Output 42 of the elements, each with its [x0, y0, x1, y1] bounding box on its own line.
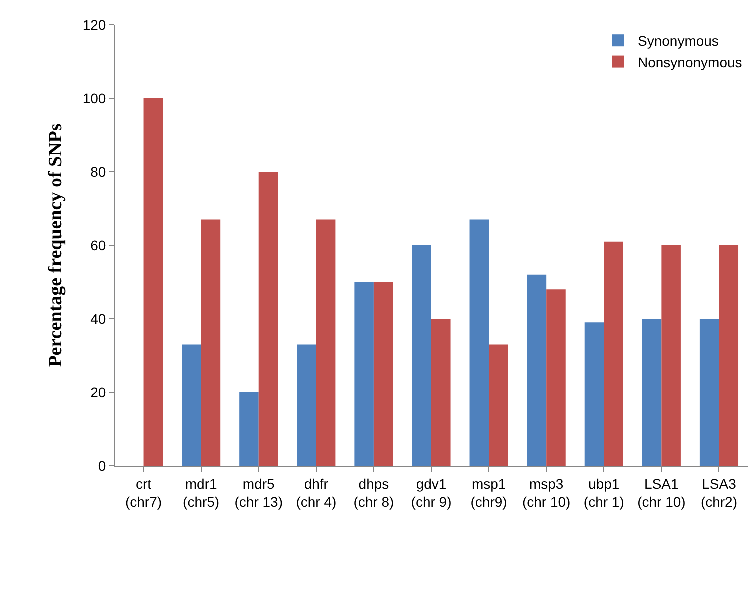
- bar: [354, 282, 374, 466]
- bar: [297, 344, 316, 466]
- bar: [240, 392, 259, 466]
- bar: [374, 282, 394, 466]
- y-tick-label: 80: [90, 164, 106, 180]
- legend-label: Synonymous: [638, 33, 719, 50]
- x-tick-label: mdr5 (chr 13): [234, 476, 283, 510]
- y-tick-label: 120: [82, 16, 106, 33]
- bar: [144, 98, 164, 466]
- bar: [412, 246, 432, 466]
- bar: [546, 290, 566, 466]
- bar: [470, 220, 490, 466]
- y-tick-label: 100: [82, 90, 106, 106]
- y-tick-label: 40: [90, 310, 106, 327]
- x-tick-label: ubp1 (chr 1): [584, 476, 624, 510]
- bar: [258, 172, 278, 466]
- y-tick-label: 0: [98, 458, 106, 474]
- x-tick-label: gdv1 (chr 9): [411, 476, 452, 510]
- y-tick-label: 20: [90, 384, 106, 400]
- bar: [182, 344, 202, 466]
- x-tick-label: msp1 (chr9): [470, 476, 508, 510]
- bar: [604, 242, 624, 466]
- y-axis-title: Percentage frequency of SNPs: [46, 124, 67, 368]
- x-tick-label: dhfr (chr 4): [296, 476, 337, 510]
- bar: [527, 274, 547, 466]
- bar: [201, 220, 221, 466]
- x-tick-label: LSA3 (chr2): [700, 476, 738, 510]
- x-tick-label: msp3 (chr 10): [522, 476, 571, 510]
- x-tick-label: crt (chr7): [125, 476, 162, 510]
- bar: [642, 319, 662, 466]
- legend-label: Nonsynonymous: [638, 54, 742, 70]
- bar: [719, 246, 739, 466]
- bar: [700, 319, 720, 466]
- bar: [662, 246, 681, 466]
- x-tick-label: dhps (chr 8): [354, 476, 394, 510]
- x-tick-label: mdr1 (chr5): [183, 476, 220, 510]
- bar: [432, 319, 451, 466]
- x-tick-label: LSA1 (chr 10): [638, 476, 686, 510]
- y-tick-label: 60: [90, 237, 106, 254]
- bar: [489, 344, 508, 466]
- bar: [316, 220, 336, 466]
- bar: [584, 322, 604, 466]
